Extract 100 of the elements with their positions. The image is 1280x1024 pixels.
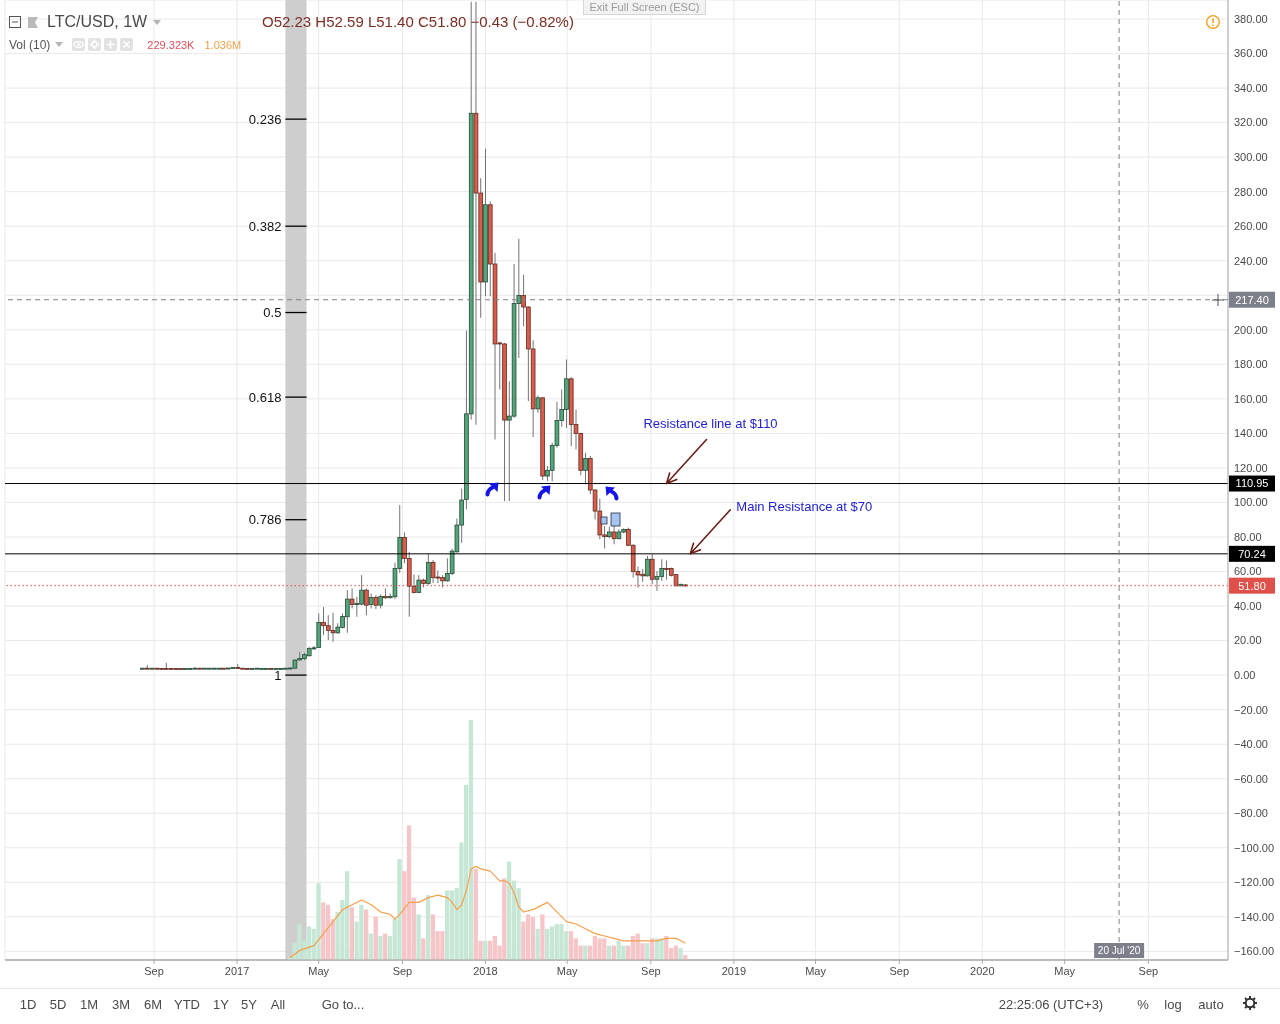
bar: [397, 859, 402, 960]
bar: [530, 916, 536, 960]
y-tick-label: 340.00: [1234, 81, 1268, 94]
y-tick-label: 80.00: [1234, 530, 1262, 543]
bar: [568, 931, 574, 960]
ref-line-label: 70.24: [1238, 547, 1266, 560]
text: 6M: [143, 997, 163, 1012]
ref-line-label: 110.95: [1235, 477, 1269, 490]
text: 5D: [49, 997, 67, 1012]
bar: [468, 720, 474, 960]
y-tick-label: 380.00: [1234, 12, 1268, 25]
annotation: Exit Full Screen (ESC): [589, 1, 700, 13]
y-tick-label: 100.00: [1234, 496, 1268, 509]
text: 1M: [79, 997, 99, 1012]
bar: [364, 909, 369, 960]
bar: [444, 890, 450, 960]
y-tick-label: 360.00: [1234, 47, 1268, 60]
bar: [545, 928, 550, 960]
x-tick-label: Sep: [144, 964, 164, 977]
text: 3M: [111, 997, 131, 1012]
y-tick-label: 260.00: [1234, 220, 1268, 233]
y-tick-label: −80.00: [1234, 807, 1268, 820]
annotation: 229.323K: [147, 38, 195, 51]
annotation: Main Resistance at $70: [736, 499, 873, 515]
bar: [525, 914, 531, 960]
x-tick-label: May: [1054, 964, 1076, 977]
y-tick-label: 320.00: [1234, 116, 1268, 129]
bar: [416, 914, 421, 960]
ref-line-label: 217.40: [1235, 293, 1269, 306]
y-tick-label: 20.00: [1234, 634, 1262, 647]
candlestick: [364, 587, 369, 616]
bar: [425, 895, 431, 960]
x-tick-label: Sep: [641, 964, 661, 977]
text: All: [270, 997, 286, 1012]
text: Go to...: [321, 997, 365, 1012]
text: 5Y: [241, 997, 257, 1012]
text: YTD: [174, 997, 200, 1012]
bar: [597, 938, 602, 960]
bar: [621, 945, 626, 960]
bar: [540, 914, 545, 960]
bar: [316, 883, 321, 960]
candlestick: [430, 559, 436, 584]
y-tick-label: 40.00: [1234, 599, 1262, 612]
x-tick-label: 2020: [970, 964, 995, 977]
annotation: 0.618: [248, 389, 282, 405]
annotation: 0.786: [248, 512, 282, 528]
y-tick-label: 180.00: [1234, 358, 1268, 371]
y-tick-label: −100.00: [1234, 841, 1275, 854]
x-tick-label: May: [805, 964, 827, 977]
bar: [506, 861, 512, 960]
annotation: 0.5: [263, 305, 282, 321]
y-tick-label: 300.00: [1234, 151, 1268, 164]
bar: [559, 924, 564, 960]
x-tick-label: Sep: [889, 964, 910, 977]
candlestick: [645, 555, 650, 578]
y-tick-label: −40.00: [1234, 738, 1268, 751]
x-tick-label: May: [308, 964, 330, 977]
bar: [659, 938, 664, 960]
x-tick-label: Sep: [1138, 964, 1159, 977]
ref-line-label: 20 Jul '20: [1097, 945, 1141, 956]
bar: [421, 938, 426, 960]
y-tick-label: 0.00: [1234, 669, 1256, 682]
bar: [297, 924, 302, 960]
chart-title: Vol (10): [9, 37, 51, 52]
ref-line-label: 51.80: [1238, 579, 1266, 592]
bar: [535, 928, 540, 960]
bar: [406, 825, 412, 960]
y-tick-label: 60.00: [1234, 565, 1262, 578]
x-tick-label: Sep: [392, 964, 413, 977]
text: 22:25:06 (UTC+3): [998, 997, 1104, 1012]
y-tick-label: 200.00: [1234, 323, 1268, 336]
annotation: Resistance line at $110: [643, 416, 778, 432]
bar: [349, 907, 354, 960]
y-tick-label: 140.00: [1234, 427, 1268, 440]
x-tick-label: 2018: [473, 964, 498, 977]
annotation: 1.036M: [204, 38, 242, 51]
bar: [549, 926, 555, 960]
bar: [373, 916, 378, 960]
y-tick-label: −20.00: [1234, 703, 1268, 716]
text: auto: [1198, 997, 1224, 1012]
bar: [344, 871, 350, 960]
x-tick-label: May: [556, 964, 579, 977]
candlestick: [583, 452, 588, 485]
bar: [678, 948, 683, 960]
y-tick-label: 120.00: [1234, 461, 1268, 474]
text: O52.23 H52.59 L51.40 C51.80 −0.43 (−0.82%): [262, 13, 574, 30]
annotation: 1: [274, 667, 282, 683]
y-tick-label: −140.00: [1234, 910, 1275, 923]
candlestick: [330, 612, 336, 643]
candlestick: [426, 552, 431, 586]
bar: [378, 936, 383, 960]
y-tick-label: −60.00: [1234, 772, 1268, 785]
annotation: 0.382: [248, 218, 282, 234]
y-tick-label: 280.00: [1234, 185, 1268, 198]
candlestick: [325, 614, 331, 641]
text: 1Y: [213, 997, 229, 1012]
y-tick-label: −160.00: [1234, 945, 1275, 958]
y-tick-label: 160.00: [1234, 392, 1268, 405]
x-tick-label: 2019: [721, 964, 747, 977]
text: 1D: [19, 997, 37, 1012]
